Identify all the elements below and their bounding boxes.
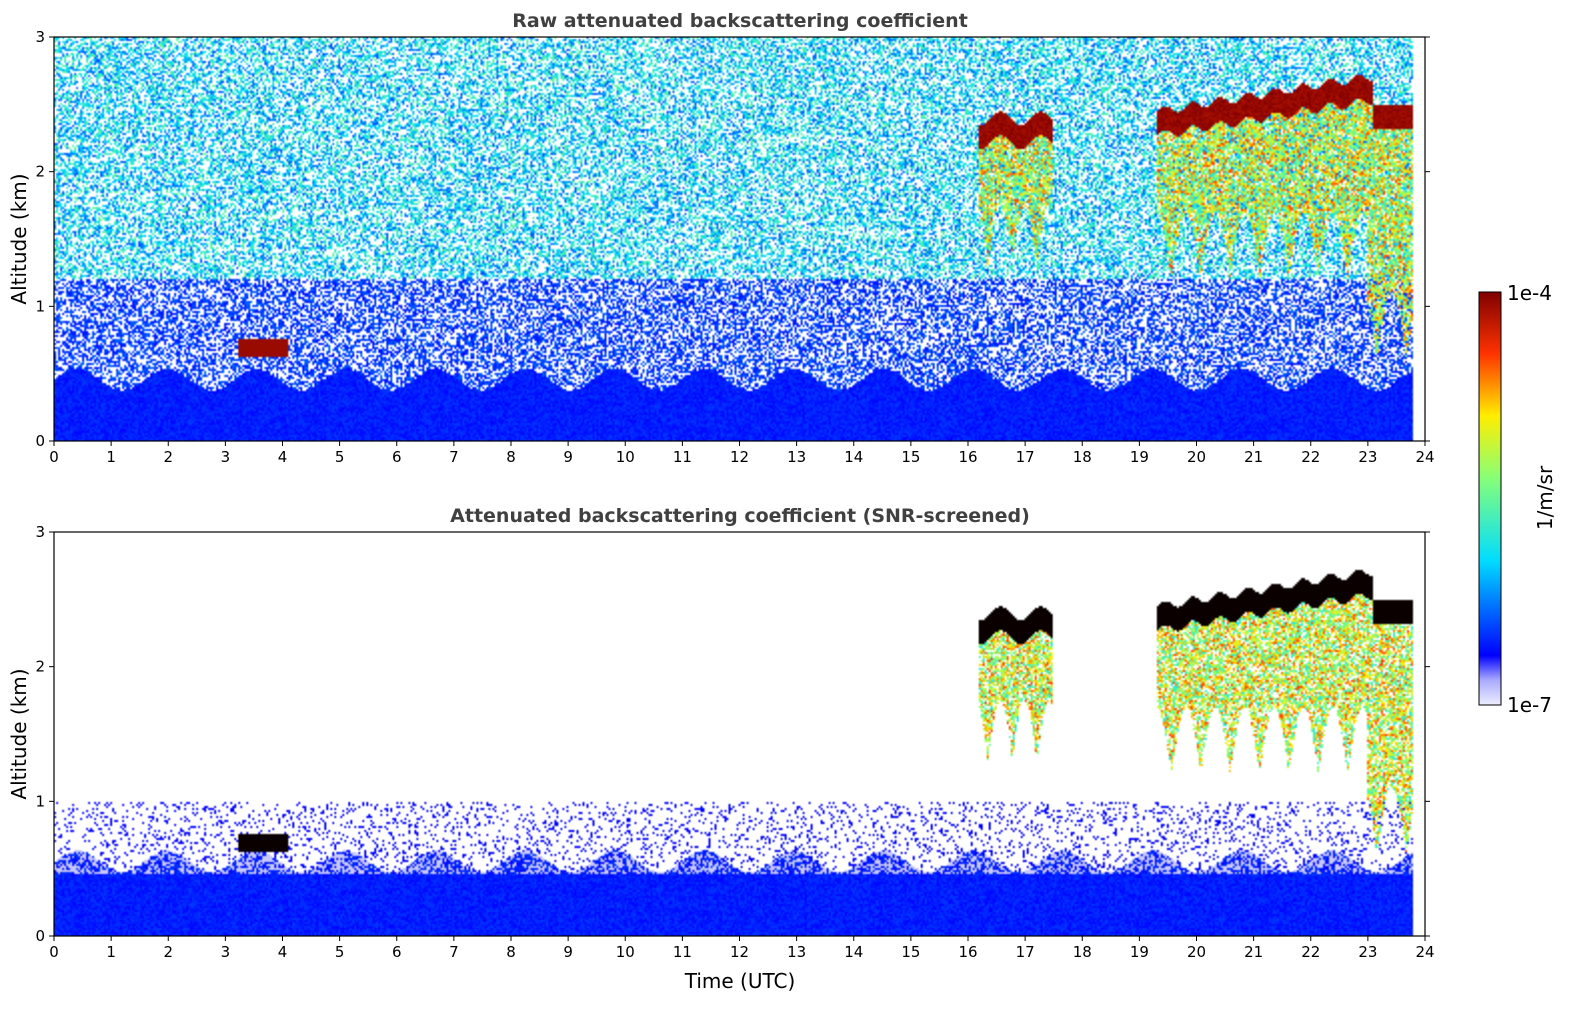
y-tick-label: 1 — [35, 297, 45, 315]
x-tick-label: 2 — [163, 448, 173, 466]
x-tick-label: 18 — [1073, 448, 1092, 466]
x-tick-label: 11 — [673, 943, 692, 961]
x-tick-label: 11 — [673, 448, 692, 466]
colorbar: 1e-4 1e-7 1/m/sr — [1478, 281, 1557, 717]
x-tick-label: 24 — [1415, 943, 1434, 961]
x-tick-label: 23 — [1358, 448, 1377, 466]
x-tick-label: 15 — [901, 448, 920, 466]
x-tick-label: 6 — [392, 448, 402, 466]
x-tick-label: 4 — [278, 448, 288, 466]
x-tick-label: 18 — [1073, 943, 1092, 961]
x-tick-label: 13 — [787, 943, 806, 961]
x-tick-label: 7 — [449, 448, 459, 466]
panel-title-screened: Attenuated backscattering coefficient (S… — [450, 505, 1030, 527]
snr-screened-panel: Attenuated backscattering coefficient (S… — [7, 505, 1435, 993]
y-tick-label: 0 — [35, 927, 45, 945]
colorbar-max-label: 1e-4 — [1507, 281, 1552, 305]
x-tick-label: 1 — [106, 448, 116, 466]
x-tick-label: 3 — [221, 943, 231, 961]
x-tick-label: 9 — [563, 448, 573, 466]
x-axis-label: Time (UTC) — [684, 969, 796, 993]
x-tick-label: 5 — [335, 943, 345, 961]
x-tick-label: 1 — [106, 943, 116, 961]
y-tick-label: 1 — [35, 792, 45, 810]
x-tick-label: 14 — [844, 448, 863, 466]
y-axis-label-screened: Altitude (km) — [7, 668, 31, 799]
y-ticks-screened: 0 1 2 3 — [35, 523, 1430, 945]
x-tick-label: 19 — [1130, 448, 1149, 466]
x-tick-label: 24 — [1415, 448, 1434, 466]
x-tick-label: 6 — [392, 943, 402, 961]
x-tick-label: 22 — [1301, 943, 1320, 961]
x-tick-label: 15 — [901, 943, 920, 961]
x-tick-label: 9 — [563, 943, 573, 961]
x-tick-label: 7 — [449, 943, 459, 961]
y-tick-label: 2 — [35, 163, 45, 181]
snr-screened-heatmap — [54, 532, 1425, 936]
x-tick-label: 20 — [1187, 943, 1206, 961]
x-ticks-screened: 0 1 2 3 4 5 6 7 8 9 10 11 12 13 14 15 16 17 18 19 20 21 22 23 24 — [49, 936, 1435, 961]
x-tick-label: 0 — [49, 448, 59, 466]
y-tick-label: 3 — [35, 28, 45, 46]
x-tick-label: 10 — [616, 943, 635, 961]
x-tick-label: 8 — [506, 448, 516, 466]
x-tick-label: 16 — [958, 943, 977, 961]
x-tick-label: 2 — [163, 943, 173, 961]
x-tick-label: 22 — [1301, 448, 1320, 466]
x-tick-label: 14 — [844, 943, 863, 961]
x-tick-label: 20 — [1187, 448, 1206, 466]
x-tick-label: 13 — [787, 448, 806, 466]
x-tick-label: 10 — [616, 448, 635, 466]
panel-title-raw: Raw attenuated backscattering coefficien… — [512, 10, 968, 32]
x-tick-label: 0 — [49, 943, 59, 961]
x-ticks-raw: 0 1 2 3 4 5 6 7 8 9 10 11 12 13 14 15 16 17 18 19 20 21 22 23 24 — [49, 441, 1435, 466]
y-axis-label-raw: Altitude (km) — [7, 173, 31, 304]
y-ticks-raw: 0 1 2 3 — [35, 28, 1430, 450]
y-tick-label: 2 — [35, 658, 45, 676]
x-tick-label: 5 — [335, 448, 345, 466]
x-tick-label: 16 — [958, 448, 977, 466]
y-tick-label: 3 — [35, 523, 45, 541]
x-tick-label: 3 — [221, 448, 231, 466]
colorbar-min-label: 1e-7 — [1507, 693, 1552, 717]
x-tick-label: 21 — [1244, 448, 1263, 466]
x-tick-label: 12 — [730, 943, 749, 961]
x-tick-label: 8 — [506, 943, 516, 961]
x-tick-label: 21 — [1244, 943, 1263, 961]
x-tick-label: 12 — [730, 448, 749, 466]
x-tick-label: 23 — [1358, 943, 1377, 961]
x-tick-label: 17 — [1016, 943, 1035, 961]
x-tick-label: 4 — [278, 943, 288, 961]
x-tick-label: 17 — [1016, 448, 1035, 466]
raw-backscatter-panel: Raw attenuated backscattering coefficien… — [7, 10, 1435, 466]
y-tick-label: 0 — [35, 432, 45, 450]
raw-backscatter-heatmap — [54, 37, 1425, 441]
colorbar-gradient — [1478, 291, 1502, 706]
x-tick-label: 19 — [1130, 943, 1149, 961]
colorbar-unit-label: 1/m/sr — [1533, 465, 1557, 530]
